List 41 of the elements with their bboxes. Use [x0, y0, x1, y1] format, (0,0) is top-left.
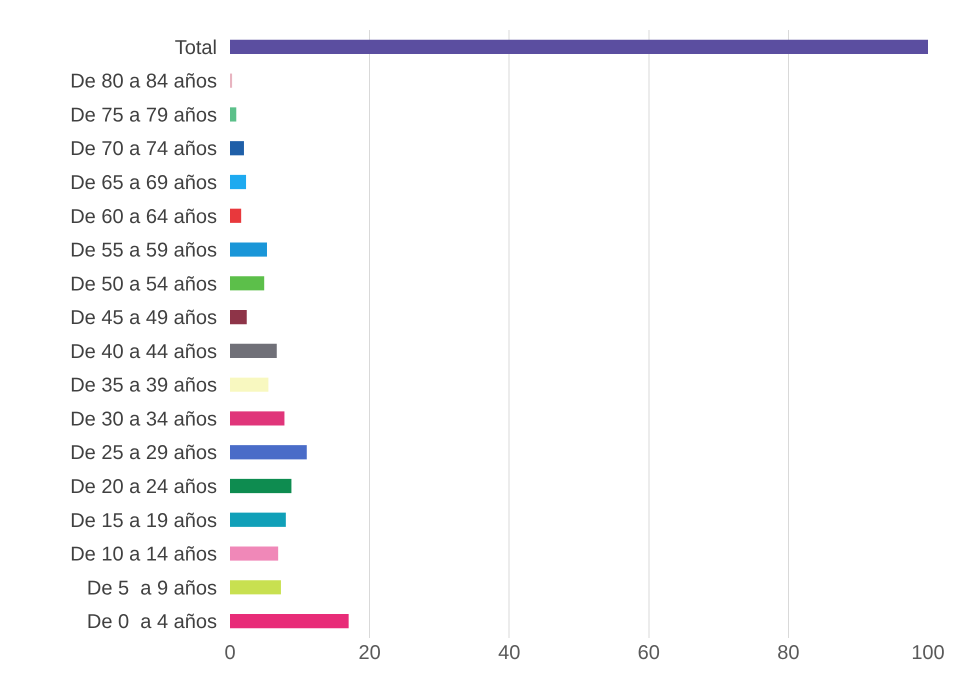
bar — [230, 546, 278, 561]
bar — [230, 512, 286, 527]
bar — [230, 580, 281, 594]
x-tick-label: 20 — [358, 642, 381, 664]
y-tick-label: De 40 a 44 años — [70, 340, 217, 363]
bar — [230, 344, 277, 358]
bar — [230, 614, 349, 628]
y-tick-label: De 80 a 84 años — [70, 70, 217, 93]
bar — [230, 310, 247, 324]
bar — [230, 411, 284, 426]
y-tick-label: Total — [174, 36, 217, 59]
bar — [230, 174, 246, 190]
y-tick-label: De 30 a 34 años — [70, 408, 217, 430]
y-tick-label: De 60 a 64 años — [70, 206, 217, 228]
y-tick-label: De 75 a 79 años — [70, 104, 217, 126]
bar — [230, 378, 268, 392]
y-tick-label: De 20 a 24 años — [70, 476, 217, 498]
y-tick-label: De 65 a 69 años — [70, 172, 217, 194]
y-tick-label: De 5 a 9 años — [86, 577, 217, 600]
bar — [230, 276, 264, 290]
bar — [230, 40, 928, 54]
y-tick-label: De 70 a 74 años — [70, 138, 217, 160]
x-tick-label: 60 — [638, 642, 660, 664]
y-tick-label: De 25 a 29 años — [70, 442, 217, 464]
y-tick-label: De 10 a 14 años — [70, 544, 217, 566]
x-tick-label: 100 — [911, 642, 945, 664]
y-tick-label: De 15 a 19 años — [70, 510, 217, 532]
x-tick-label: 0 — [224, 642, 236, 664]
bar — [230, 242, 267, 257]
bar — [230, 141, 244, 156]
y-tick-label: De 45 a 49 años — [70, 307, 217, 330]
bar — [230, 107, 236, 122]
x-tick-label: 80 — [777, 642, 800, 664]
y-tick-label: De 50 a 54 años — [70, 273, 217, 296]
bar — [230, 445, 307, 460]
y-tick-label: De 35 a 39 años — [70, 374, 217, 397]
bar — [230, 478, 292, 494]
x-tick-label: 40 — [498, 642, 520, 664]
y-tick-label: De 55 a 59 años — [70, 240, 217, 262]
y-tick-label: De 0 a 4 años — [86, 611, 217, 634]
bar — [230, 208, 242, 223]
